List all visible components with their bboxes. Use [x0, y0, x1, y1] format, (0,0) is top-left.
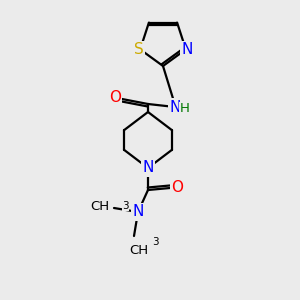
Text: S: S	[134, 42, 144, 57]
Text: N: N	[142, 160, 154, 175]
Text: O: O	[171, 181, 183, 196]
Text: CH: CH	[90, 200, 109, 214]
Text: N: N	[181, 42, 193, 57]
Text: H: H	[180, 103, 190, 116]
Text: 3: 3	[152, 237, 159, 247]
Text: 3: 3	[122, 201, 129, 211]
Text: CH: CH	[129, 244, 148, 257]
Text: N: N	[169, 100, 181, 115]
Text: O: O	[109, 91, 121, 106]
Text: N: N	[132, 205, 144, 220]
